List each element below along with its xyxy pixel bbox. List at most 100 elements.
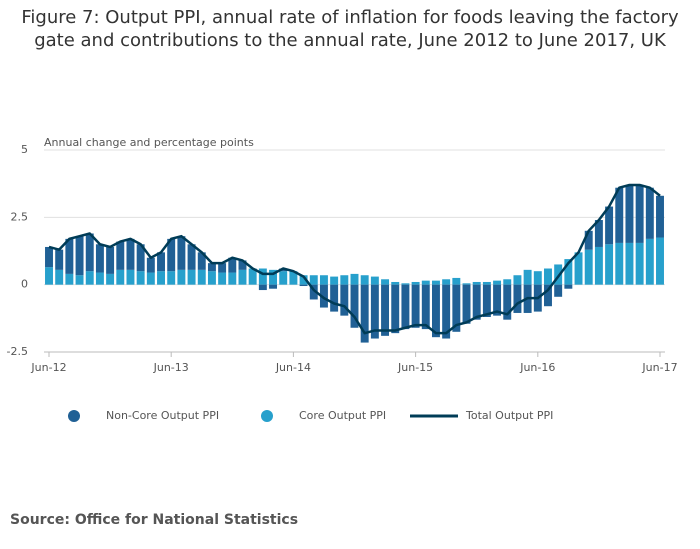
- bar: [238, 260, 247, 270]
- bar: [228, 257, 237, 273]
- bar: [85, 233, 94, 272]
- bar: [431, 284, 440, 338]
- bar: [625, 185, 634, 243]
- bar: [472, 281, 481, 285]
- bar: [106, 246, 115, 274]
- bar: [401, 283, 410, 285]
- bar: [55, 269, 64, 285]
- legend-swatch: [68, 410, 80, 422]
- bar: [167, 238, 176, 272]
- bar: [431, 280, 440, 285]
- bar: [564, 284, 573, 289]
- bar: [482, 284, 491, 317]
- bar: [452, 284, 461, 332]
- bar: [146, 257, 155, 273]
- bar: [360, 275, 369, 285]
- bar: [584, 249, 593, 285]
- bar: [95, 244, 104, 273]
- bar: [116, 269, 125, 285]
- bar: [656, 237, 664, 285]
- bar: [401, 284, 410, 330]
- x-tick-label: Jun-15: [397, 361, 433, 374]
- bar: [391, 281, 400, 285]
- bar: [309, 275, 318, 285]
- bar: [228, 272, 237, 285]
- legend-label: Non-Core Output PPI: [106, 409, 219, 422]
- y-tick-label: -2.5: [7, 345, 28, 358]
- bar: [645, 187, 654, 239]
- bar: [605, 244, 614, 285]
- bar: [177, 236, 186, 270]
- bar: [574, 252, 583, 285]
- bar: [136, 244, 145, 272]
- bar: [411, 281, 420, 285]
- bar: [594, 220, 603, 247]
- bar: [187, 269, 196, 285]
- bar: [615, 187, 624, 243]
- bar: [65, 273, 74, 285]
- bar: [309, 284, 318, 300]
- bar: [482, 281, 491, 285]
- bar: [462, 284, 471, 324]
- bar: [248, 268, 257, 285]
- y-tick-label: 5: [21, 143, 28, 156]
- bar: [350, 273, 359, 285]
- x-tick-label: Jun-12: [30, 361, 66, 374]
- bar: [350, 284, 359, 328]
- y-tick-label: 0: [21, 278, 28, 291]
- bar: [625, 242, 634, 285]
- bar: [554, 284, 563, 297]
- bar: [207, 263, 216, 272]
- bar: [218, 263, 227, 273]
- source: Source: Office for National Statistics: [10, 512, 299, 528]
- bar: [462, 283, 471, 285]
- bar: [106, 273, 115, 285]
- bar: [381, 284, 390, 336]
- bar: [544, 284, 552, 307]
- line: [48, 183, 661, 335]
- bar: [605, 206, 614, 245]
- bar: [289, 271, 298, 285]
- bar: [513, 284, 522, 313]
- bar: [269, 269, 278, 285]
- bar: [279, 271, 288, 285]
- bar: [513, 275, 522, 285]
- x-tick-label: Jun-17: [641, 361, 677, 374]
- bar: [656, 195, 664, 238]
- bar: [544, 268, 552, 285]
- bar: [45, 267, 53, 285]
- chart-title: Figure 7: Output PPI, annual rate of inf…: [21, 7, 679, 51]
- bar: [615, 242, 624, 285]
- bar: [523, 269, 532, 285]
- bar: [340, 284, 349, 316]
- bar: [584, 230, 593, 250]
- bar: [126, 238, 135, 270]
- bar: [442, 279, 451, 285]
- bar: [85, 271, 94, 285]
- bar: [442, 284, 451, 339]
- bar: [157, 271, 165, 285]
- bar: [75, 236, 84, 276]
- bar: [136, 271, 145, 285]
- bar: [177, 269, 186, 285]
- bar: [452, 277, 461, 285]
- bar: [95, 272, 104, 285]
- bar: [635, 185, 644, 243]
- bar: [45, 246, 53, 268]
- bar: [503, 284, 512, 320]
- bar: [258, 284, 267, 291]
- y-tick-label: 2.5: [11, 210, 29, 223]
- bar: [197, 252, 206, 270]
- bar: [146, 272, 155, 285]
- bar: [55, 249, 64, 270]
- bar: [207, 271, 216, 285]
- bar: [299, 284, 308, 287]
- bar: [411, 284, 420, 328]
- bar: [126, 269, 135, 285]
- bar: [472, 284, 481, 320]
- bar: [493, 280, 502, 285]
- x-tick-label: Jun-13: [153, 361, 189, 374]
- bar: [197, 269, 206, 285]
